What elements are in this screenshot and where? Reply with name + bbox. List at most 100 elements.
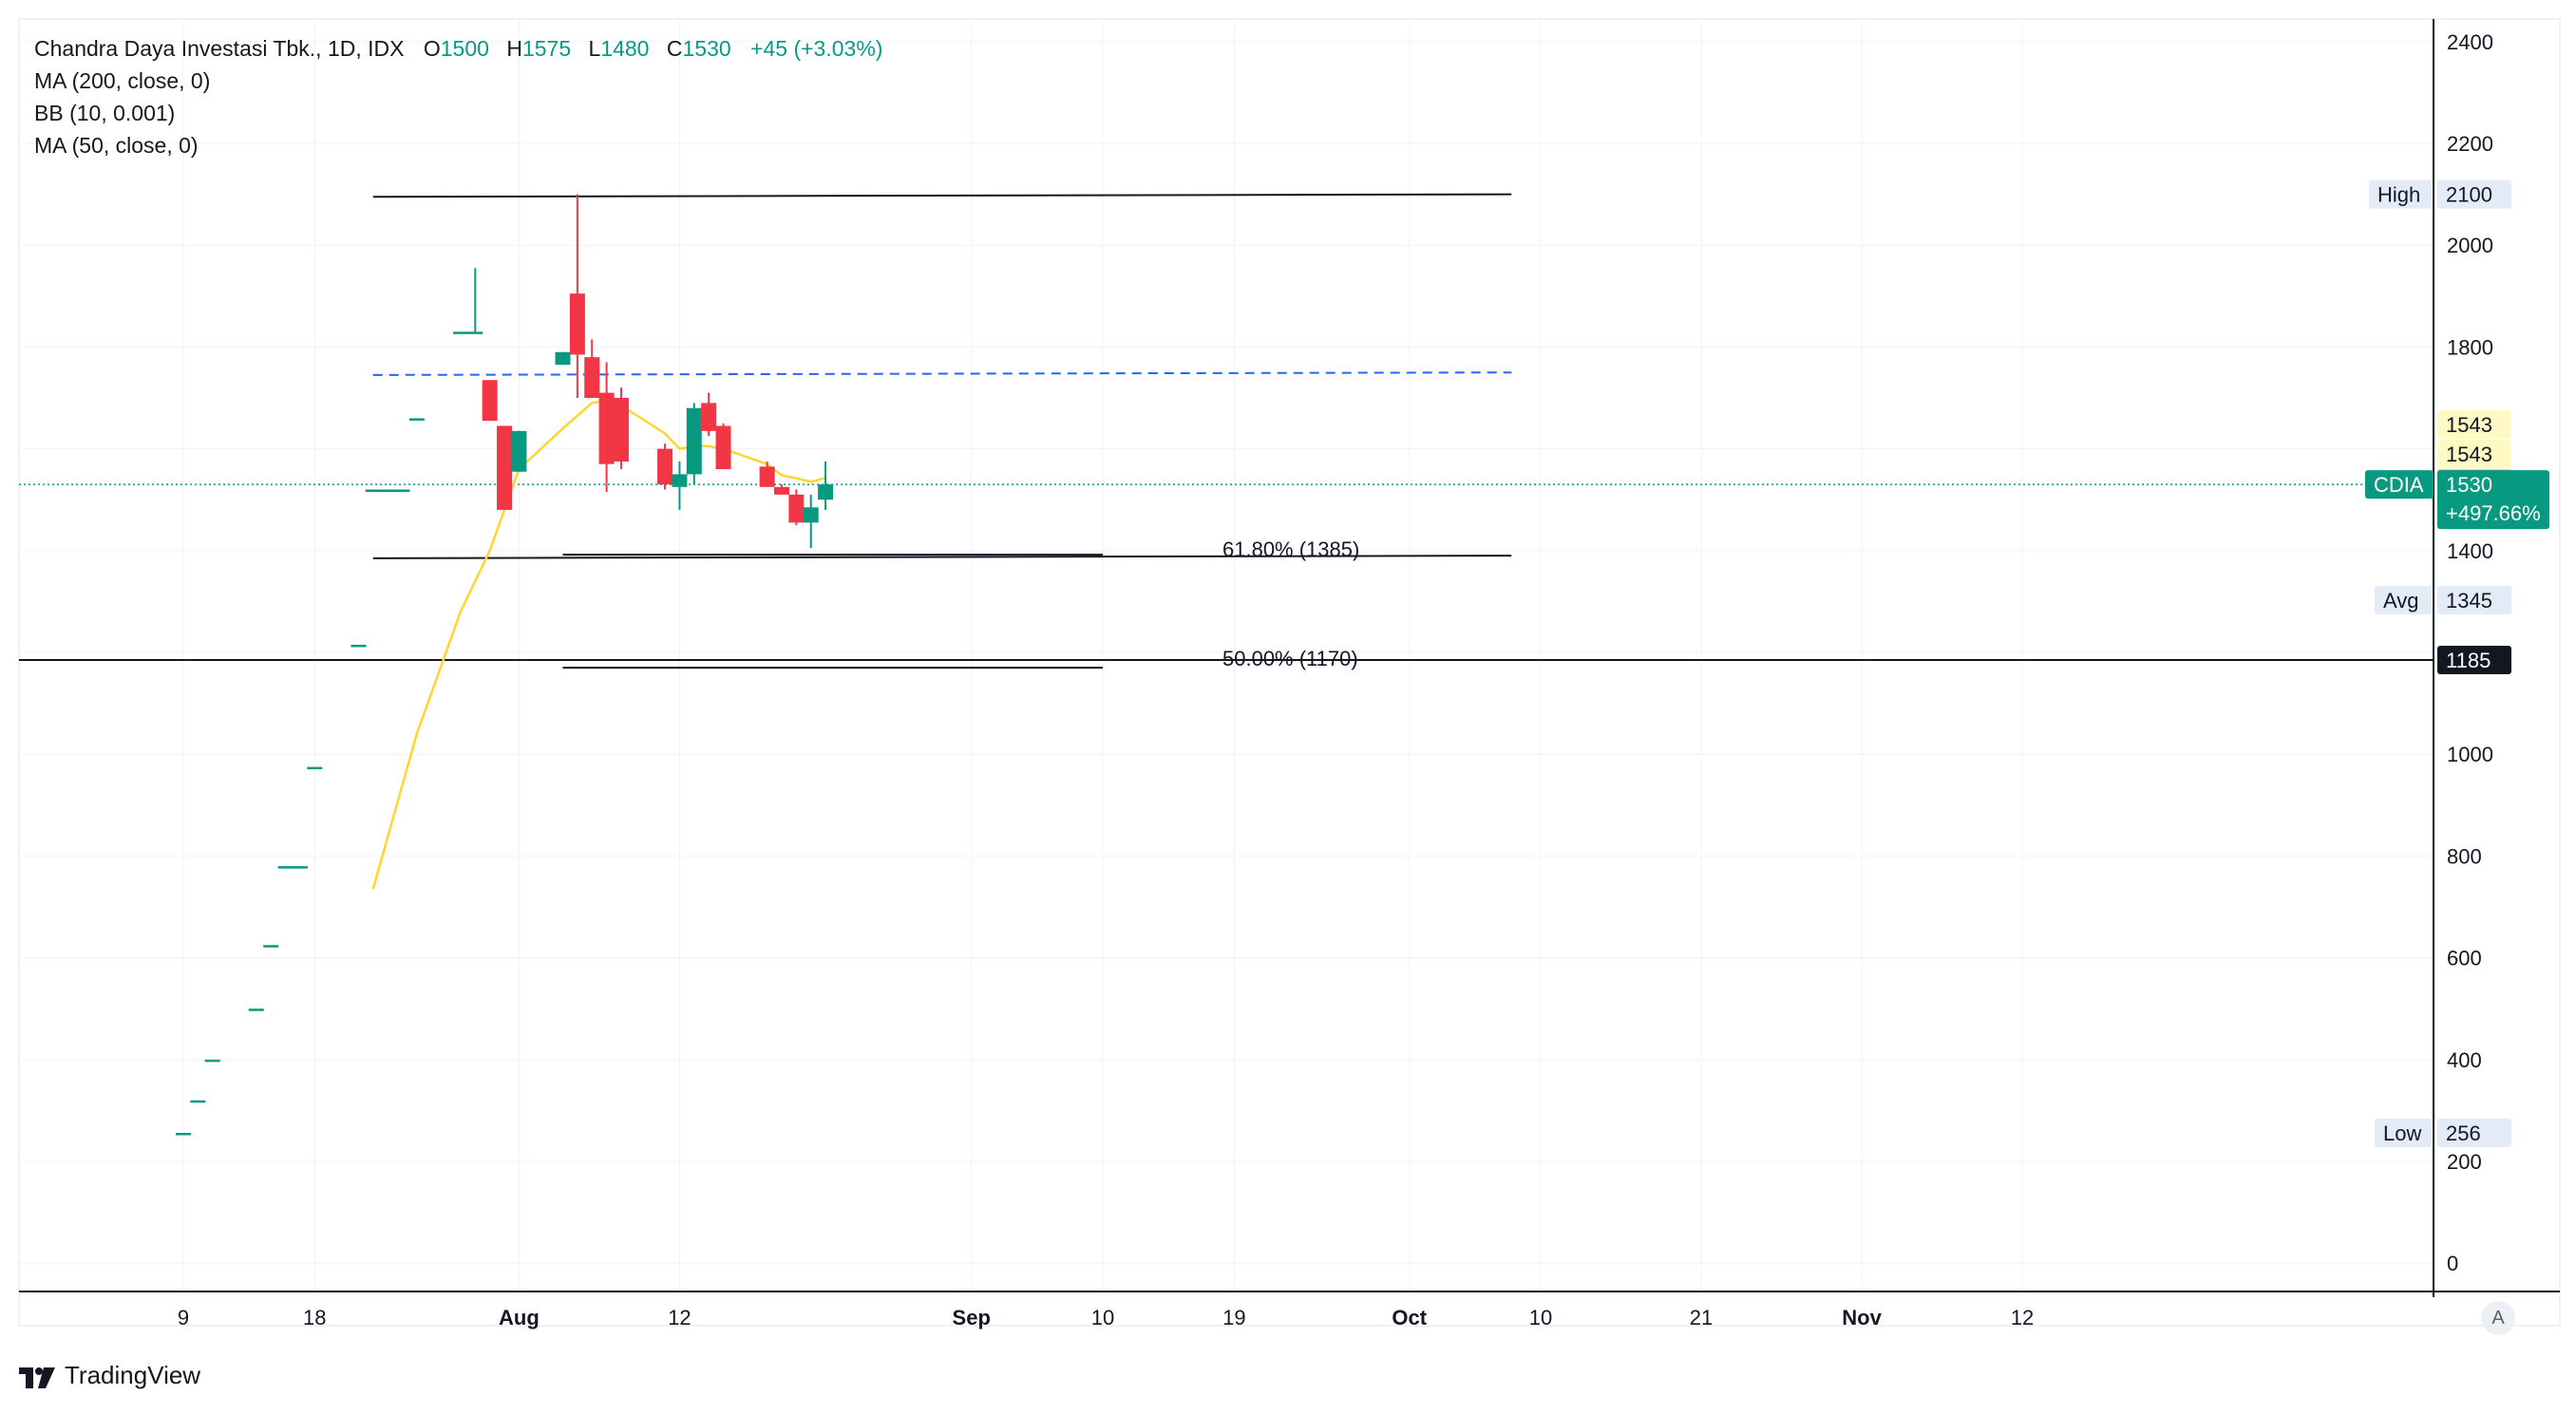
candle-up (365, 489, 381, 492)
avg-marker-value-bg (2437, 586, 2511, 614)
ma50-line (371, 399, 826, 890)
high-value: 1575 (521, 36, 572, 61)
candle-up (263, 945, 279, 948)
low-label: L (588, 36, 601, 61)
ma-marker-a-bg (2437, 410, 2511, 439)
low-marker-label-bg (2375, 1118, 2432, 1147)
indicator-ma50[interactable]: MA (50, close, 0) (34, 133, 199, 158)
close-value: 1530 (682, 36, 731, 61)
y-tick-label: 400 (2447, 1048, 2482, 1072)
candle-down (773, 486, 789, 495)
ma-marker-b-bg (2437, 440, 2511, 468)
last-price-change: +497.66% (2446, 501, 2541, 525)
open-value: 1500 (440, 36, 489, 61)
x-tick-label: 12 (668, 1306, 691, 1329)
x-tick-label: 9 (178, 1306, 189, 1329)
x-tick-label: 19 (1222, 1306, 1245, 1329)
chart-frame (18, 18, 2561, 1327)
x-tick-label: Aug (499, 1306, 540, 1329)
y-tick-label: 2000 (2447, 234, 2493, 257)
indicator-bb[interactable]: BB (10, 0.001) (34, 101, 176, 125)
low-marker-value: 256 (2446, 1122, 2481, 1145)
auto-scale-button[interactable]: A (2481, 1301, 2515, 1335)
candle-down (482, 380, 498, 422)
high-trend-line (372, 193, 1512, 198)
y-tick-label: 600 (2447, 947, 2482, 971)
candle-down (657, 448, 673, 485)
low-value: 1480 (600, 36, 650, 61)
high-marker-value: 2100 (2446, 183, 2492, 207)
candle-up (452, 331, 468, 334)
avg-marker-label-bg (2375, 586, 2432, 614)
candle-down (497, 425, 513, 510)
legend-ohlc-row: Chandra Daya Investasi Tbk., 1D, IDX O15… (34, 32, 882, 65)
candle-down (788, 494, 805, 523)
candle-up (555, 351, 571, 366)
x-tick-label: Oct (1392, 1306, 1427, 1329)
y-tick-label: 1000 (2447, 743, 2493, 766)
legend-high: H1575 (506, 36, 571, 61)
fib-618-line (372, 555, 1512, 559)
x-tick-label: 18 (303, 1306, 326, 1329)
symbol-marker: CDIA (2374, 473, 2424, 497)
indicator-ma200[interactable]: MA (200, close, 0) (34, 68, 211, 93)
x-tick-label: 21 (1690, 1306, 1713, 1329)
high-marker-value-bg (2437, 179, 2511, 209)
candle-up (176, 1132, 191, 1136)
candle-up (672, 474, 688, 487)
open-label: O (423, 36, 441, 61)
legend-change: +45 (+3.03%) (750, 36, 883, 61)
avg-marker-label: Avg (2383, 589, 2419, 613)
avg-marker-value: 1345 (2446, 589, 2492, 613)
symbol-title[interactable]: Chandra Daya Investasi Tbk., 1D, IDX (34, 36, 405, 61)
candle-up (204, 1059, 220, 1063)
candle-down (613, 398, 629, 462)
legend-low: L1480 (589, 36, 650, 61)
low-marker-label: Low (2383, 1122, 2421, 1145)
candle-up (307, 766, 323, 770)
candle-up (511, 430, 527, 472)
candle-down (598, 392, 615, 464)
y-tick-label: 1400 (2447, 539, 2493, 563)
y-tick-label: 1800 (2447, 335, 2493, 359)
hline-marker-bg (2437, 646, 2511, 675)
fib-50-label: 50.00% (1170) (1222, 647, 1358, 670)
high-marker-label: High (2377, 183, 2420, 207)
candle-down (584, 357, 600, 398)
legend-close: C1530 (667, 36, 731, 61)
candle-up (292, 866, 308, 869)
tradingview-logo[interactable]: TradingView (19, 1361, 200, 1390)
y-tick-label: 800 (2447, 844, 2482, 868)
candle-down (759, 466, 775, 487)
ma-marker-a: 1543 (2446, 413, 2492, 437)
y-tick-label: 2200 (2447, 132, 2493, 156)
x-tick-label: Sep (953, 1306, 991, 1329)
y-tick-label: 2400 (2447, 30, 2493, 54)
last-price-marker-bg (2437, 470, 2549, 530)
symbol-marker-bg (2365, 470, 2434, 500)
candle-up (248, 1009, 264, 1011)
candle-up (686, 407, 702, 475)
ma-marker-b: 1543 (2446, 443, 2492, 466)
fib-618-label: 61.80% (1385) (1222, 537, 1359, 561)
high-marker-label-bg (2369, 179, 2432, 209)
hline-marker: 1185 (2446, 649, 2491, 672)
x-tick-label: 10 (1091, 1306, 1114, 1329)
tradingview-logo-icon (19, 1366, 55, 1388)
close-label: C (666, 36, 683, 61)
x-tick-label: 10 (1529, 1306, 1552, 1329)
candle-down (569, 293, 585, 355)
candle-up (190, 1100, 206, 1103)
candle-down (701, 403, 717, 431)
last-price-value: 1530 (2446, 473, 2492, 497)
candle-up (803, 507, 819, 523)
brand-name: TradingView (65, 1361, 201, 1389)
candle-up (818, 484, 834, 500)
candle-down (715, 425, 731, 470)
candle-up (394, 489, 410, 492)
dashed-trend-line (372, 371, 1512, 376)
y-tick-label: 200 (2447, 1150, 2482, 1174)
chart-legend: Chandra Daya Investasi Tbk., 1D, IDX O15… (34, 32, 882, 161)
